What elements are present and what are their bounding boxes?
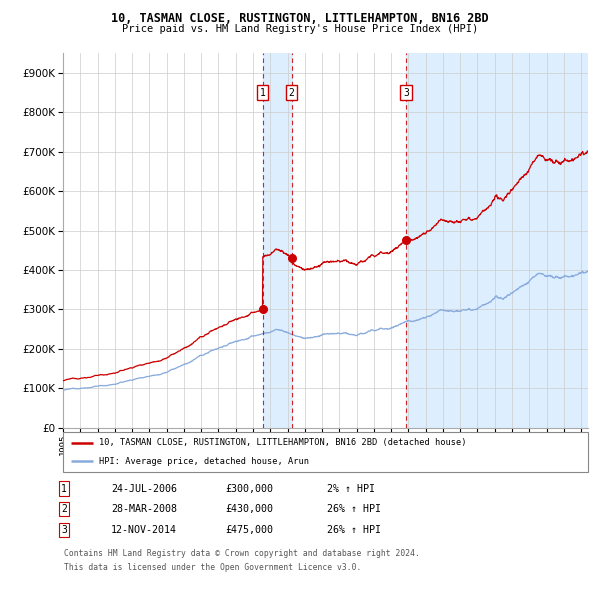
Text: 12-NOV-2014: 12-NOV-2014 [111,525,177,535]
Text: 26% ↑ HPI: 26% ↑ HPI [327,525,381,535]
Text: HPI: Average price, detached house, Arun: HPI: Average price, detached house, Arun [98,457,309,466]
Text: 26% ↑ HPI: 26% ↑ HPI [327,504,381,514]
Text: £300,000: £300,000 [225,484,273,493]
Text: 10, TASMAN CLOSE, RUSTINGTON, LITTLEHAMPTON, BN16 2BD (detached house): 10, TASMAN CLOSE, RUSTINGTON, LITTLEHAMP… [98,438,466,447]
Text: 3: 3 [403,87,409,97]
Text: £430,000: £430,000 [225,504,273,514]
Text: 1: 1 [61,484,67,493]
Text: 10, TASMAN CLOSE, RUSTINGTON, LITTLEHAMPTON, BN16 2BD: 10, TASMAN CLOSE, RUSTINGTON, LITTLEHAMP… [111,12,489,25]
Text: 2: 2 [61,504,67,514]
Bar [263,53,292,428]
Text: 2: 2 [289,87,295,97]
Text: Contains HM Land Registry data © Crown copyright and database right 2024.: Contains HM Land Registry data © Crown c… [64,549,420,558]
Text: 2% ↑ HPI: 2% ↑ HPI [327,484,375,493]
Text: 3: 3 [61,525,67,535]
Text: £475,000: £475,000 [225,525,273,535]
Bar [406,53,588,428]
Text: 28-MAR-2008: 28-MAR-2008 [111,504,177,514]
Text: Price paid vs. HM Land Registry's House Price Index (HPI): Price paid vs. HM Land Registry's House … [122,24,478,34]
Text: This data is licensed under the Open Government Licence v3.0.: This data is licensed under the Open Gov… [64,563,362,572]
Text: 24-JUL-2006: 24-JUL-2006 [111,484,177,493]
Text: 1: 1 [260,87,266,97]
